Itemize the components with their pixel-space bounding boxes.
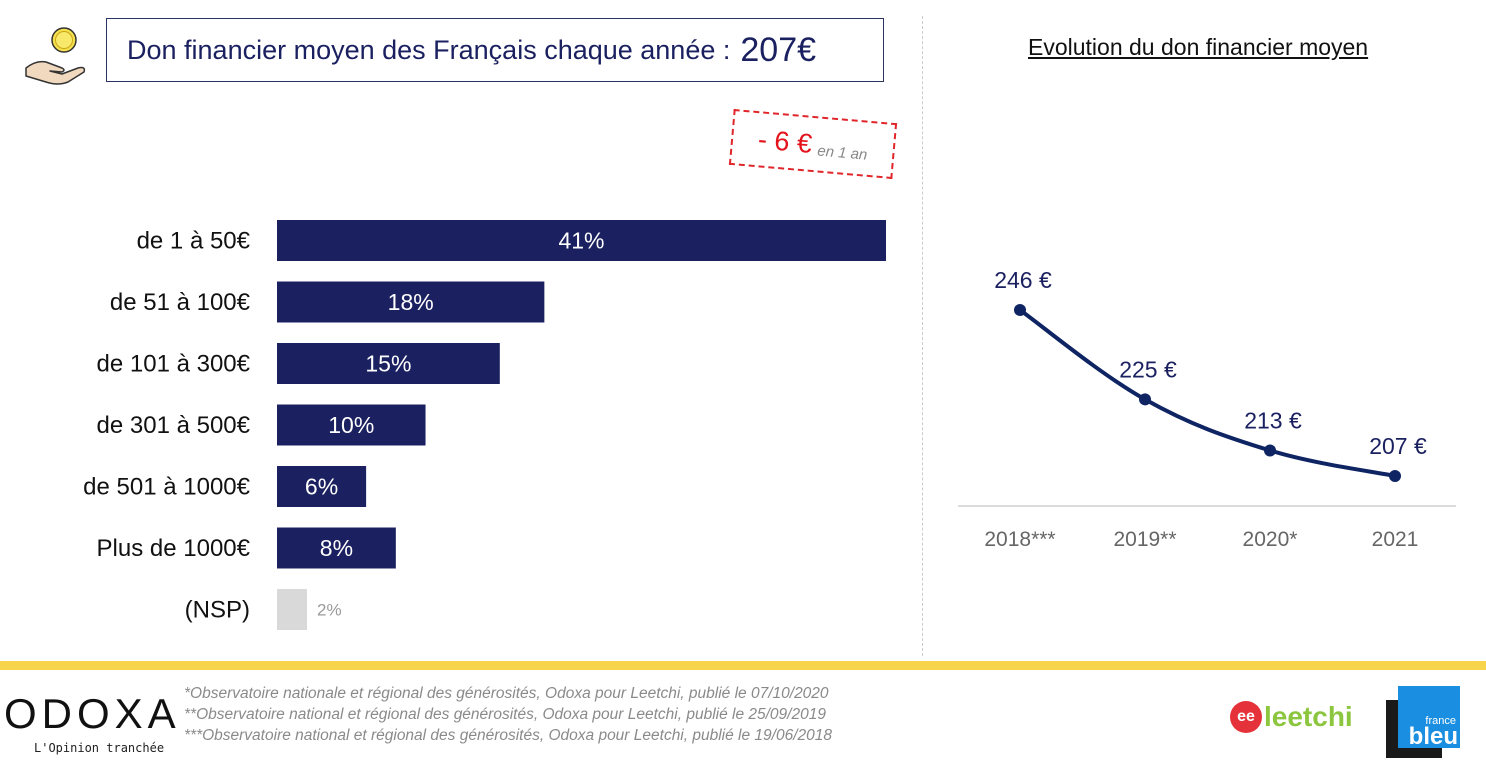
x-tick-label: 2021 bbox=[1372, 528, 1419, 551]
series-line bbox=[1018, 308, 1396, 478]
leetchi-logo: ee leetchi bbox=[1230, 700, 1353, 734]
bar-value-label: 10% bbox=[328, 412, 374, 438]
change-value: - 6 € bbox=[756, 123, 814, 159]
footnote: **Observatoire national et régional des … bbox=[184, 706, 826, 723]
bar bbox=[277, 466, 367, 507]
change-suffix: en 1 an bbox=[816, 141, 869, 164]
bar-value-label: 15% bbox=[365, 351, 411, 377]
line-chart-title: Evolution du don financier moyen bbox=[1028, 34, 1369, 60]
evolution-line-chart: 246 € 2018*** 225 € 2019** 213 € 2020* 207 € 20… bbox=[958, 267, 1456, 551]
data-point bbox=[1139, 393, 1151, 406]
bar-value-label: 8% bbox=[320, 535, 353, 561]
bar-category-label: de 51 à 100€ bbox=[110, 289, 251, 316]
page-title: Don financier moyen des Français chaque … bbox=[127, 34, 731, 65]
bar bbox=[277, 281, 545, 323]
odoxa-wordmark: ODOXA bbox=[4, 690, 181, 737]
bar bbox=[277, 404, 426, 446]
bar-value-label: 41% bbox=[558, 228, 604, 254]
france-bleu-bottom: bleu bbox=[1409, 723, 1458, 750]
bar-value-label: 6% bbox=[305, 474, 338, 500]
bar bbox=[277, 589, 307, 630]
vertical-divider bbox=[922, 16, 923, 656]
change-badge: - 6 € en 1 an bbox=[728, 108, 898, 180]
bar-category-label: de 301 à 500€ bbox=[97, 412, 251, 439]
data-point bbox=[1264, 444, 1276, 457]
data-point-label: 225 € bbox=[1119, 356, 1177, 382]
france-bleu-top: france bbox=[1425, 715, 1456, 727]
footer-accent-bar bbox=[0, 661, 1486, 670]
title-box: Don financier moyen des Français chaque … bbox=[106, 18, 884, 82]
x-tick-label: 2019** bbox=[1113, 528, 1176, 551]
bar-category-label: de 1 à 50€ bbox=[137, 228, 251, 255]
bar-value-label: 18% bbox=[388, 289, 434, 315]
data-point-label: 207 € bbox=[1369, 433, 1427, 459]
data-point-label: 213 € bbox=[1244, 407, 1302, 433]
france-bleu-logo: france bleu bbox=[1386, 686, 1460, 758]
leetchi-mark-icon: ee bbox=[1230, 701, 1262, 733]
bar bbox=[277, 343, 500, 384]
bar-category-label: (NSP) bbox=[185, 597, 250, 624]
bar-category-label: Plus de 1000€ bbox=[97, 535, 251, 562]
bar bbox=[277, 220, 886, 261]
leetchi-wordmark: leetchi bbox=[1264, 701, 1353, 732]
footnote: ***Observatoire national et régional des… bbox=[184, 727, 832, 744]
bar-value-label: 2% bbox=[317, 601, 342, 620]
title-value: 207€ bbox=[740, 30, 817, 69]
odoxa-tagline: L'Opinion tranchée bbox=[34, 741, 165, 755]
distribution-bar-chart: de 1 à 50€ 41% de 51 à 100€ 18% de 101 à 300… bbox=[83, 220, 886, 630]
bar-category-label: de 501 à 1000€ bbox=[83, 474, 250, 501]
odoxa-logo: ODOXA L'Opinion tranchée bbox=[4, 690, 176, 760]
data-point-label: 246 € bbox=[994, 267, 1052, 293]
footnotes: *Observatoire nationale et régional des … bbox=[184, 683, 832, 746]
data-point bbox=[1014, 304, 1026, 316]
footnote: *Observatoire nationale et régional des … bbox=[184, 685, 829, 702]
x-tick-label: 2020* bbox=[1243, 528, 1298, 551]
data-point bbox=[1389, 470, 1401, 482]
x-tick-label: 2018*** bbox=[984, 528, 1055, 551]
bar-category-label: de 101 à 300€ bbox=[97, 351, 251, 378]
bar bbox=[277, 527, 396, 569]
hand-coin-icon bbox=[22, 24, 92, 86]
